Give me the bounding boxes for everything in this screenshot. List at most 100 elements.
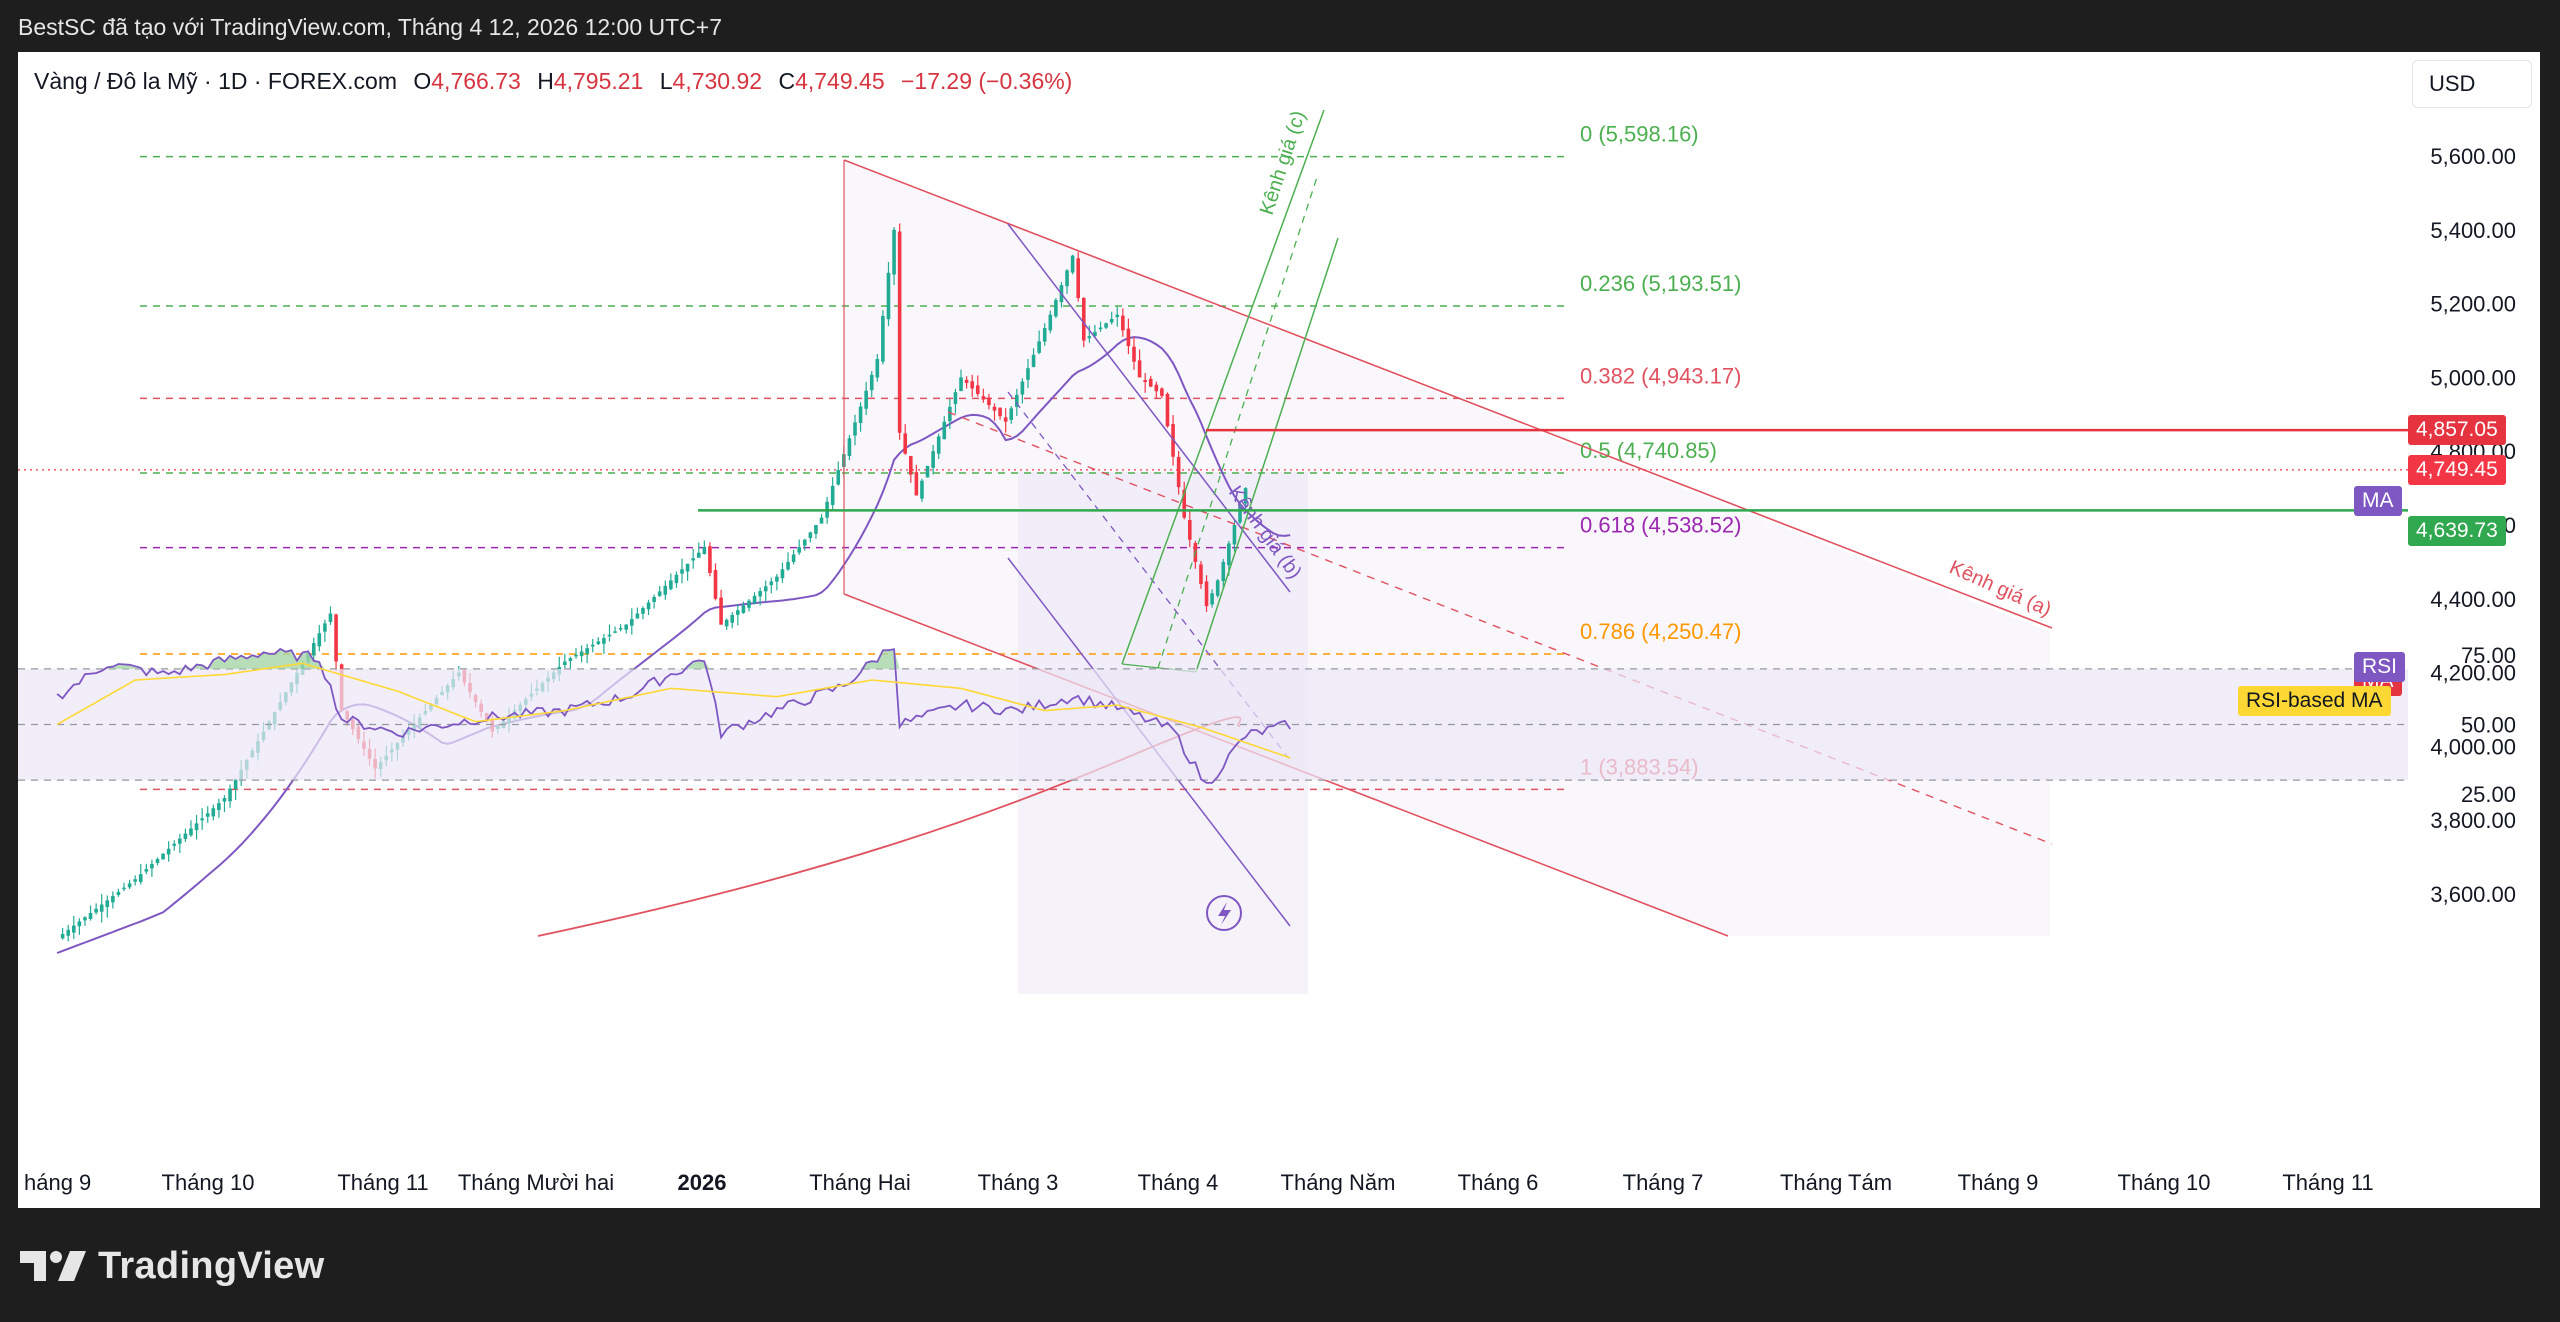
candle-body (1176, 456, 1181, 488)
price-axis-label-2: 5,200.00 (2430, 292, 2516, 317)
candle-body (925, 465, 930, 478)
candle-body (1070, 255, 1075, 273)
candle-body (563, 661, 567, 665)
candle-body (758, 591, 762, 597)
rsi-axis-label-0: 75.00 (2461, 643, 2516, 668)
level-tag-1: 4,749.45 (2408, 454, 2506, 485)
candle-body (736, 610, 740, 615)
candle-body (323, 623, 327, 632)
tradingview-logo-icon (20, 1251, 86, 1281)
candle-body (624, 624, 629, 630)
price-axis-label-0: 5,600.00 (2430, 144, 2516, 169)
candle-body (730, 615, 735, 623)
price-chart[interactable]: 0 (5,598.16) 0.236 (5,193.51) 0.382 (4,943… (18, 52, 2540, 1208)
candle-body (741, 605, 746, 613)
price-axis-label-8: 4,000.00 (2430, 734, 2516, 759)
chart-panel[interactable]: 0 (5,598.16) 0.236 (5,193.51) 0.382 (4,943… (18, 52, 2540, 1208)
candle-body (1076, 258, 1080, 299)
candle-body (122, 887, 126, 890)
candle-body (222, 798, 227, 802)
candle-body (914, 472, 919, 496)
fib-label-3: 0.5 (4,740.85) (1580, 438, 1717, 463)
candle-body (60, 934, 65, 939)
candle-body (1126, 328, 1131, 347)
candle-body (830, 485, 835, 505)
candle-body (892, 229, 896, 275)
candle-body (1210, 593, 1214, 605)
candle-body (763, 586, 768, 592)
tradingview-logo[interactable]: TradingView (20, 1244, 324, 1288)
legend-low-label: L (659, 68, 673, 94)
legend-high-label: H (537, 68, 554, 94)
candle-body (864, 390, 868, 409)
candle-body (931, 451, 935, 468)
candle-body (909, 456, 913, 475)
legend-change: −17.29 (−0.36%) (901, 68, 1073, 94)
candle-body (1188, 520, 1192, 540)
candle-body (903, 433, 908, 454)
candle-body (696, 552, 701, 558)
rsi-line (56, 647, 1291, 784)
ma-tag-purple: MA (2354, 486, 2402, 516)
candle-body (708, 546, 712, 573)
event-marker-icon (1206, 895, 1242, 931)
legend-open: 4,766.73 (431, 68, 521, 94)
currency-button[interactable]: USD (2412, 60, 2532, 108)
candle-body (1143, 380, 1147, 383)
candle-body (590, 644, 595, 647)
candle-body (1215, 580, 1220, 596)
candle-body (161, 853, 165, 860)
price-axis-label-6: 4,400.00 (2430, 587, 2516, 612)
candle-body (585, 648, 589, 654)
time-axis-label-7: Tháng 4 (1138, 1170, 1219, 1195)
candle-body (1081, 297, 1086, 341)
candle-body (1227, 543, 1231, 566)
candle-body (1232, 525, 1237, 545)
candle-body (94, 908, 98, 913)
time-axis-label-2: Tháng 11 (337, 1170, 428, 1195)
rsi-ma-tag: RSI-based MA (2238, 686, 2391, 716)
candle-body (127, 883, 132, 888)
candle-body (836, 470, 841, 485)
candle-body (1042, 328, 1047, 342)
candle-body (752, 595, 757, 604)
rsi-ma-line (56, 662, 1291, 759)
candle-body (646, 602, 651, 610)
candle-body (719, 597, 723, 625)
candle-body (791, 554, 796, 562)
ma-line-short (56, 336, 1291, 954)
fib-label-0: 0 (5,598.16) (1580, 122, 1699, 147)
candle-body (1137, 360, 1142, 378)
snapshot-caption: BestSC đã tạo với TradingView.com, Tháng… (18, 14, 723, 40)
candle-body (144, 869, 149, 872)
candle-body (613, 631, 617, 633)
channel-c-lower (1195, 237, 1339, 673)
candle-body (579, 651, 584, 656)
candle-body (747, 600, 751, 608)
candle-body (317, 633, 322, 647)
candle-body (1154, 384, 1159, 392)
tradingview-brand: TradingView (98, 1244, 325, 1287)
candle-body (987, 397, 991, 406)
candle-body (786, 561, 790, 570)
candle-body (133, 879, 137, 882)
channel-c-upper (1121, 109, 1325, 665)
candle-body (111, 896, 115, 903)
time-axis-label-3: Tháng Mười hai (458, 1170, 614, 1195)
candle-body (1054, 299, 1058, 317)
candle-body (847, 438, 852, 456)
candle-body (702, 547, 707, 554)
candle-body (1031, 354, 1036, 367)
candle-body (205, 813, 210, 817)
candle-body (1243, 488, 1248, 504)
candle-body (680, 569, 684, 574)
rsi-overbought-fill (57, 649, 1291, 669)
candle-body (99, 904, 104, 912)
candle-body (72, 925, 76, 933)
time-axis-label-5: Tháng Hai (809, 1170, 911, 1195)
price-axis-label-1: 5,400.00 (2430, 218, 2516, 243)
candle-body (574, 654, 578, 657)
candle-body (178, 838, 182, 844)
candle-body (1015, 394, 1019, 407)
candle-body (1121, 315, 1125, 331)
